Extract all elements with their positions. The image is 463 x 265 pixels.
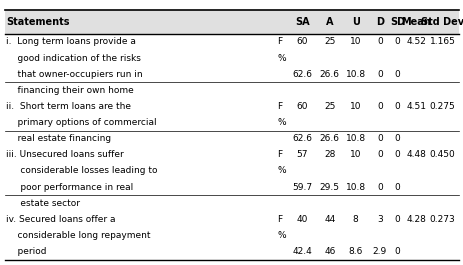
Text: 0: 0 <box>376 102 382 111</box>
Text: Mean: Mean <box>400 17 430 27</box>
Text: U: U <box>351 17 359 27</box>
Text: 0: 0 <box>376 37 382 46</box>
Text: SD: SD <box>389 17 404 27</box>
Text: 0.450: 0.450 <box>429 150 454 159</box>
Text: 4.52: 4.52 <box>405 37 425 46</box>
Text: A: A <box>325 17 333 27</box>
Text: 0: 0 <box>376 183 382 192</box>
Text: Std Dev: Std Dev <box>420 17 463 27</box>
Text: good indication of the risks: good indication of the risks <box>6 54 141 63</box>
Text: financing their own home: financing their own home <box>6 86 133 95</box>
Text: 0: 0 <box>376 150 382 159</box>
Text: 4.48: 4.48 <box>405 150 425 159</box>
Text: %: % <box>277 166 286 175</box>
Text: F: F <box>277 102 282 111</box>
Text: that owner-occupiers run in: that owner-occupiers run in <box>6 70 142 79</box>
Text: real estate financing: real estate financing <box>6 134 111 143</box>
Text: iii. Unsecured loans suffer: iii. Unsecured loans suffer <box>6 150 124 159</box>
Text: estate sector: estate sector <box>6 199 80 208</box>
Text: 62.6: 62.6 <box>292 134 312 143</box>
Text: 0.275: 0.275 <box>429 102 454 111</box>
Text: iv. Secured loans offer a: iv. Secured loans offer a <box>6 215 115 224</box>
Bar <box>5 10 458 34</box>
Text: D: D <box>375 17 383 27</box>
Text: %: % <box>277 118 286 127</box>
Text: 60: 60 <box>296 37 307 46</box>
Text: 0: 0 <box>394 183 400 192</box>
Text: 10: 10 <box>349 37 361 46</box>
Text: poor performance in real: poor performance in real <box>6 183 133 192</box>
Text: primary options of commercial: primary options of commercial <box>6 118 156 127</box>
Text: 0: 0 <box>394 37 400 46</box>
Text: 28: 28 <box>323 150 335 159</box>
Text: 25: 25 <box>323 102 335 111</box>
Text: 10.8: 10.8 <box>345 183 365 192</box>
Text: i.  Long term loans provide a: i. Long term loans provide a <box>6 37 136 46</box>
Text: 57: 57 <box>296 150 307 159</box>
Text: 3: 3 <box>376 215 382 224</box>
Text: 0: 0 <box>394 70 400 79</box>
Text: 0: 0 <box>376 134 382 143</box>
Text: period: period <box>6 247 46 256</box>
Text: F: F <box>277 215 282 224</box>
Text: 60: 60 <box>296 102 307 111</box>
Text: 0: 0 <box>394 134 400 143</box>
Text: F: F <box>277 150 282 159</box>
Text: 8: 8 <box>352 215 358 224</box>
Text: Statements: Statements <box>6 17 69 27</box>
Text: 44: 44 <box>324 215 335 224</box>
Text: 10: 10 <box>349 150 361 159</box>
Text: 10.8: 10.8 <box>345 70 365 79</box>
Text: 10.8: 10.8 <box>345 134 365 143</box>
Text: 4.51: 4.51 <box>405 102 425 111</box>
Text: 10: 10 <box>349 102 361 111</box>
Text: %: % <box>277 231 286 240</box>
Text: 0.273: 0.273 <box>429 215 454 224</box>
Text: 0: 0 <box>394 150 400 159</box>
Text: %: % <box>277 54 286 63</box>
Text: 0: 0 <box>394 215 400 224</box>
Text: 0: 0 <box>376 70 382 79</box>
Text: 40: 40 <box>296 215 307 224</box>
Text: 2.9: 2.9 <box>372 247 386 256</box>
Text: ii.  Short term loans are the: ii. Short term loans are the <box>6 102 131 111</box>
Text: F: F <box>277 37 282 46</box>
Text: considerable losses leading to: considerable losses leading to <box>6 166 157 175</box>
Text: 1.165: 1.165 <box>429 37 455 46</box>
Text: 26.6: 26.6 <box>319 70 339 79</box>
Text: 42.4: 42.4 <box>292 247 312 256</box>
Text: 62.6: 62.6 <box>292 70 312 79</box>
Text: 26.6: 26.6 <box>319 134 339 143</box>
Text: 46: 46 <box>323 247 335 256</box>
Text: 0: 0 <box>394 102 400 111</box>
Text: 0: 0 <box>394 247 400 256</box>
Text: 8.6: 8.6 <box>348 247 362 256</box>
Text: SA: SA <box>294 17 309 27</box>
Text: considerable long repayment: considerable long repayment <box>6 231 150 240</box>
Text: 59.7: 59.7 <box>292 183 312 192</box>
Text: 29.5: 29.5 <box>319 183 339 192</box>
Text: 25: 25 <box>323 37 335 46</box>
Text: 4.28: 4.28 <box>405 215 425 224</box>
